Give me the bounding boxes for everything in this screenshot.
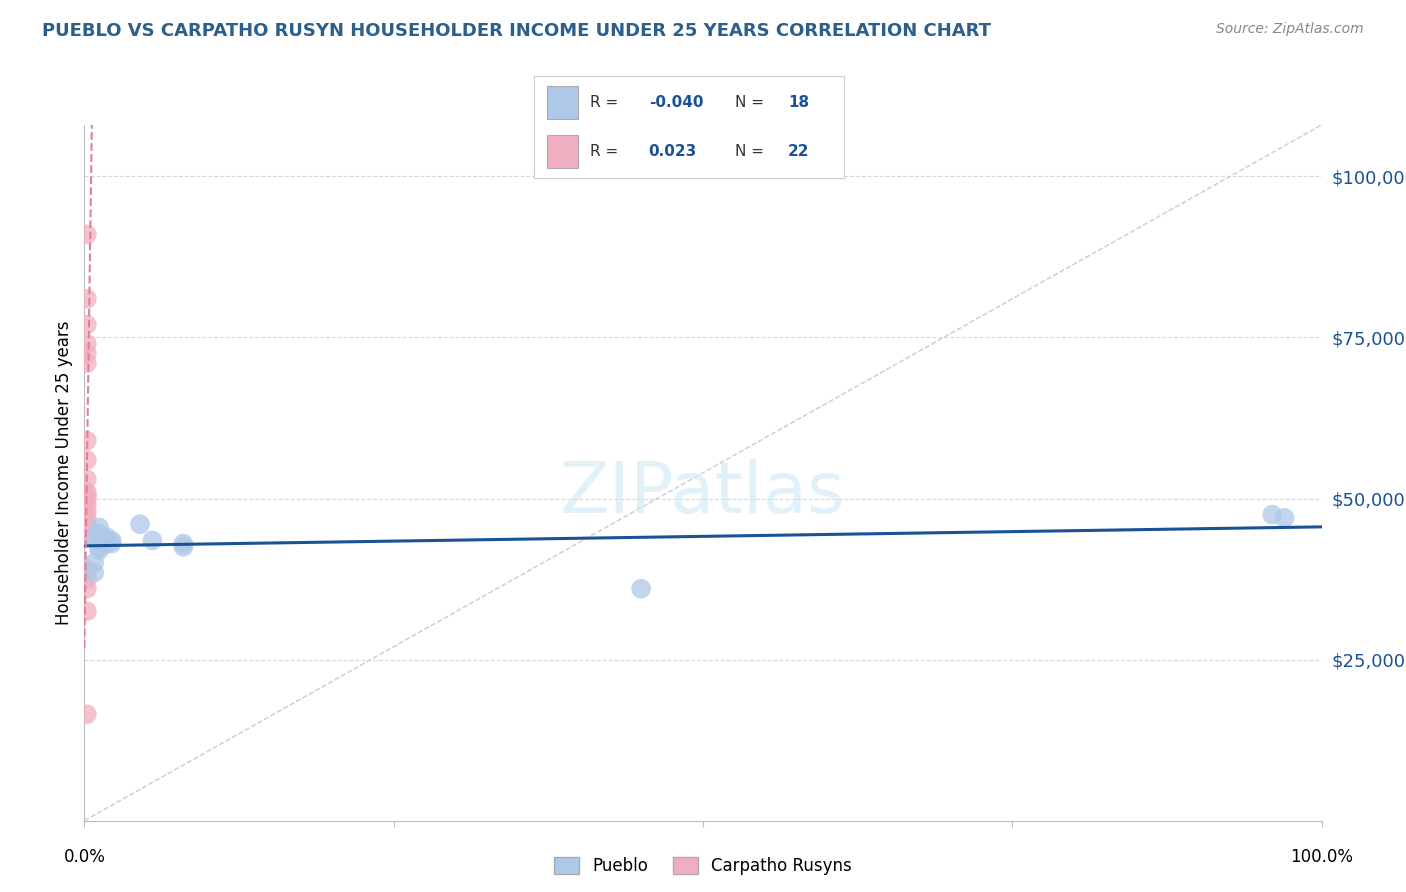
Point [76,485,98,500]
Text: R =: R = [591,145,619,160]
Text: 0.023: 0.023 [648,145,697,160]
Point [76,707,98,722]
Text: R =: R = [591,95,619,110]
Point [76,337,98,351]
Point [76,572,98,586]
Y-axis label: Householder Income Under 25 years: Householder Income Under 25 years [55,320,73,625]
Legend: Pueblo, Carpatho Rusyns: Pueblo, Carpatho Rusyns [547,850,859,882]
Point [76,227,98,242]
Point [141,533,163,548]
Point [129,517,152,532]
Point [89,543,111,558]
Bar [547,136,578,168]
Text: N =: N = [735,95,765,110]
Text: 18: 18 [787,95,808,110]
Point [630,582,652,596]
Point [76,582,98,596]
Point [83,556,105,570]
Point [76,517,98,532]
Point [76,604,98,618]
Point [76,504,98,518]
Point [76,434,98,448]
Point [172,536,194,550]
Point [76,472,98,486]
Point [76,562,98,576]
Point [76,346,98,360]
Point [89,520,111,534]
Point [76,488,98,502]
Point [89,540,111,554]
Point [76,453,98,467]
Text: -0.040: -0.040 [648,95,703,110]
Point [1274,511,1296,525]
Point [89,527,111,541]
Point [76,511,98,525]
Point [96,530,118,544]
Text: N =: N = [735,145,765,160]
Point [76,491,98,506]
Point [76,292,98,306]
Text: Source: ZipAtlas.com: Source: ZipAtlas.com [1216,22,1364,37]
Point [100,536,122,550]
Text: 100.0%: 100.0% [1291,848,1353,866]
Point [83,530,105,544]
Bar [547,87,578,119]
Point [83,566,105,580]
Point [76,318,98,332]
Text: ZIPatlas: ZIPatlas [560,459,846,528]
Text: 0.0%: 0.0% [63,848,105,866]
Point [100,533,122,548]
Point [76,530,98,544]
Point [1261,508,1284,522]
Point [76,356,98,370]
Point [96,536,118,550]
Point [172,540,194,554]
Text: 22: 22 [787,145,810,160]
Point [76,498,98,512]
Text: PUEBLO VS CARPATHO RUSYN HOUSEHOLDER INCOME UNDER 25 YEARS CORRELATION CHART: PUEBLO VS CARPATHO RUSYN HOUSEHOLDER INC… [42,22,991,40]
